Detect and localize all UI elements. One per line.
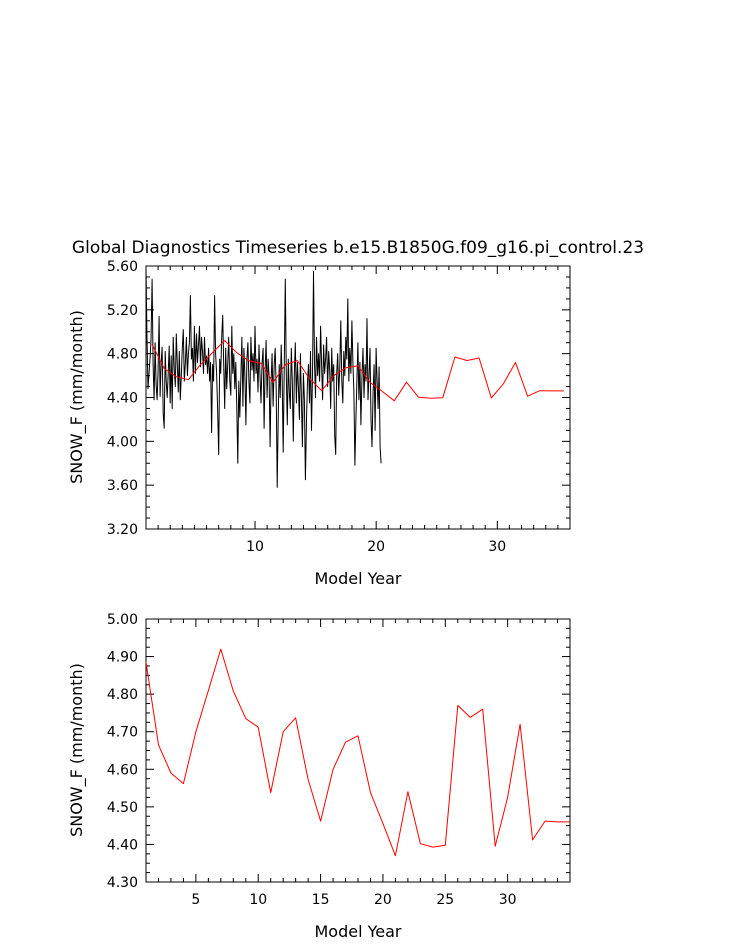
x-axis-label: Model Year	[315, 922, 402, 941]
plot-frame	[145, 618, 571, 883]
x-tick-label: 5	[191, 892, 200, 908]
x-tick-label: 20	[367, 539, 385, 555]
y-tick-label: 4.40	[107, 391, 138, 407]
y-tick-label: 4.30	[107, 875, 138, 891]
x-tick-label: 15	[312, 892, 330, 908]
y-tick-label: 4.80	[107, 687, 138, 703]
y-tick-label: 3.20	[107, 522, 138, 538]
x-tick-label: 10	[249, 892, 267, 908]
y-tick-label: 4.80	[107, 347, 138, 363]
y-tick-label: 5.20	[107, 303, 138, 319]
x-tick-label: 25	[436, 892, 454, 908]
x-axis-label: Model Year	[315, 569, 402, 588]
series-line-monthly	[145, 268, 382, 488]
y-tick-label: 4.50	[107, 800, 138, 816]
tick-labels: 10 20 30 3.20 3.60 4.00 4.40 4.80 5.20 5.60	[107, 259, 506, 555]
y-tick-label: 4.70	[107, 725, 138, 741]
y-tick-label: 5.00	[107, 612, 138, 628]
y-tick-label: 4.90	[107, 650, 138, 666]
axis-ticks	[145, 265, 571, 530]
y-tick-label: 5.60	[107, 259, 138, 275]
x-tick-label: 20	[374, 892, 392, 908]
x-tick-label: 30	[488, 539, 506, 555]
series-line-annual-mean	[145, 648, 570, 857]
x-tick-label: 10	[246, 539, 264, 555]
axis-ticks	[145, 618, 571, 883]
y-tick-label: 3.60	[107, 478, 138, 494]
plot-frame	[145, 265, 571, 530]
series-group	[145, 268, 564, 488]
y-tick-label: 4.00	[107, 434, 138, 450]
x-tick-label: 30	[499, 892, 517, 908]
chart-title: Global Diagnostics Timeseries b.e15.B185…	[72, 238, 644, 258]
y-axis-label: SNOW_F (mm/month)	[67, 663, 87, 837]
y-axis-label: SNOW_F (mm/month)	[67, 310, 87, 484]
y-tick-label: 4.40	[107, 837, 138, 853]
tick-labels: 5 10 15 20 25 30 4.30 4.40 4.50 4.60 4.70 4.80 4.90 5…	[107, 612, 517, 908]
bottom-chart: 5 10 15 20 25 30 4.30 4.40 4.50 4.60 4.70 4.80 4.90 5…	[67, 612, 571, 941]
top-chart: Global Diagnostics Timeseries b.e15.B185…	[67, 238, 644, 588]
series-group	[145, 648, 570, 857]
y-tick-label: 4.60	[107, 762, 138, 778]
series-line-annual-mean	[151, 340, 564, 402]
